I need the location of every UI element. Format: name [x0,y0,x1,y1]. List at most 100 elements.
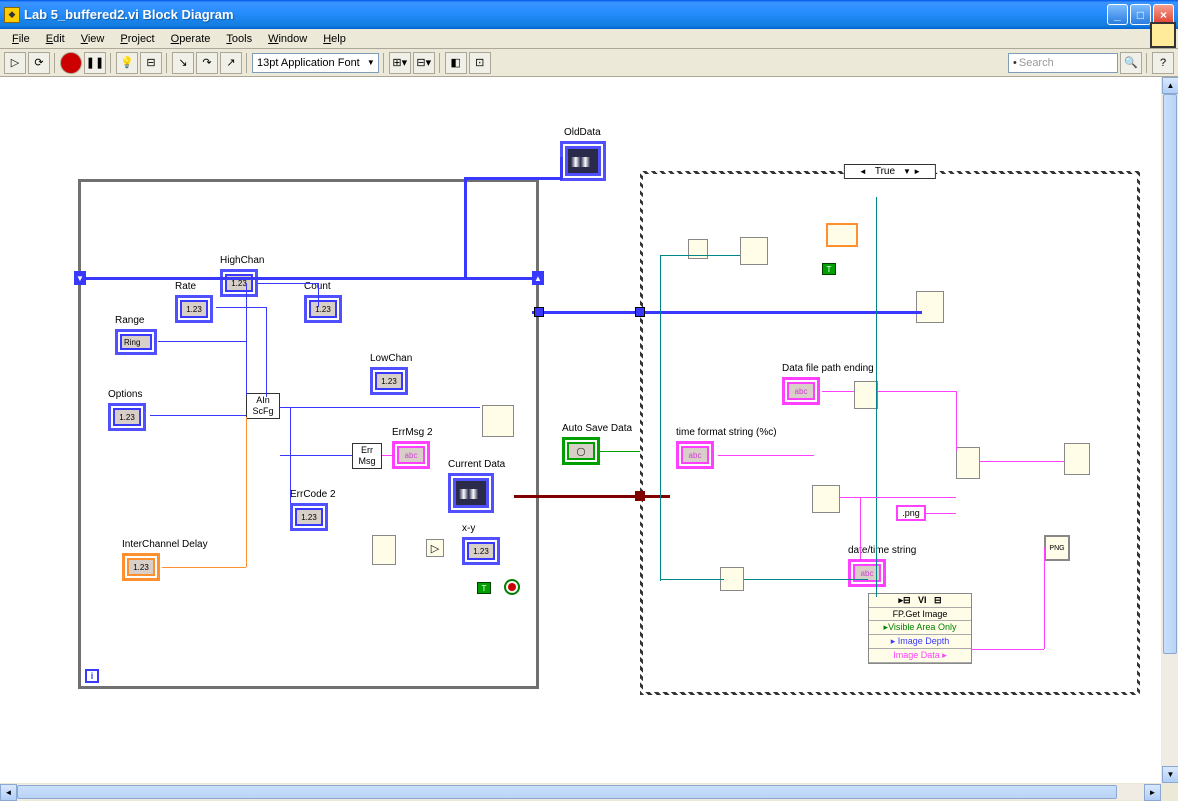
datafilepath-label: Data file path ending [782,363,874,374]
errmsg2-indicator[interactable]: abc [392,441,430,469]
menu-view[interactable]: View [73,31,113,47]
rate-label: Rate [175,281,196,292]
maximize-button[interactable]: □ [1130,4,1151,25]
scroll-right-button[interactable]: ► [1144,784,1161,801]
xy-indicator[interactable]: 1.23 [462,537,500,565]
datafilepath-control[interactable]: abc [782,377,820,405]
menu-operate[interactable]: Operate [163,31,219,47]
menu-file[interactable]: File [4,31,38,47]
concat-node-2[interactable] [956,447,980,479]
toolbar: ▷ ⟳ ❚❚ 💡 ⊟ ↘ ↷ ↗ 13pt Application Font ⊞… [0,49,1178,77]
window-title: Lab 5_buffered2.vi Block Diagram [24,7,1107,22]
resize-button[interactable]: ◧ [445,52,467,74]
iteration-terminal[interactable]: i [85,669,99,683]
invoke-visible-row: ▸Visible Area Only [869,621,971,635]
step-into-button[interactable]: ↘ [172,52,194,74]
fn-node-c[interactable] [916,291,944,323]
tunnel[interactable] [534,307,544,317]
path-node[interactable] [1064,443,1090,475]
concat-node-1[interactable] [854,381,878,409]
vscroll-thumb[interactable] [1163,94,1177,654]
timefmt-control[interactable]: abc [676,441,714,469]
horizontal-scrollbar[interactable]: ◄ ► [0,783,1161,800]
lowchan-label: LowChan [370,353,412,364]
png-ext-constant[interactable]: .png [896,505,926,521]
tunnel[interactable] [635,491,645,501]
minimize-button[interactable]: _ [1107,4,1128,25]
xy-label: x-y [462,523,475,534]
ain-scfg-node[interactable]: AInScFg [246,393,280,419]
search-button[interactable]: 🔍 [1120,52,1142,74]
datetime-label: date/time string [848,545,916,556]
search-input[interactable]: Search [1008,53,1118,73]
invoke-data-row: Image Data ▸ [869,649,971,663]
retain-wire-button[interactable]: ⊟ [140,52,162,74]
reorder-button[interactable]: ⊡ [469,52,491,74]
scroll-left-button[interactable]: ◄ [0,784,17,801]
fn-node-a[interactable] [740,237,768,265]
rate-control[interactable]: 1.23 [175,295,213,323]
interchannel-label: InterChannel Delay [122,539,208,550]
app-icon: ◆ [4,7,20,23]
png-write-node[interactable]: PNG [1044,535,1070,561]
hscroll-thumb[interactable] [17,785,1117,799]
true-constant-1[interactable]: T [477,582,491,594]
menu-tools[interactable]: Tools [218,31,260,47]
run-button[interactable]: ▷ [4,52,26,74]
menu-window[interactable]: Window [260,31,315,47]
help-button[interactable]: ? [1152,52,1174,74]
while-loop[interactable] [78,179,539,689]
errcode2-label: ErrCode 2 [290,489,336,500]
menu-project[interactable]: Project [112,31,162,47]
true-constant-2[interactable]: T [822,263,836,275]
distribute-button[interactable]: ⊟▾ [413,52,435,74]
options-control[interactable]: 1.23 [108,403,146,431]
errmsg-node[interactable]: ErrMsg [352,443,382,469]
shift-register-left[interactable]: ▼ [74,271,86,285]
build-array-node[interactable] [482,405,514,437]
subtract-node[interactable]: ▷ [426,539,444,557]
font-selector[interactable]: 13pt Application Font [252,53,379,73]
count-control[interactable]: 1.23 [304,295,342,323]
diagram-canvas[interactable]: ▼ ▲ i True OldData HighChan1.23 Rate1.23… [0,77,1161,783]
interchannel-control[interactable]: 1.23 [122,553,160,581]
fn-node-b[interactable] [826,223,858,247]
autosave-control[interactable]: ◯ [562,437,600,465]
invoke-vi-row: ▸⊟ VI ⊟ [869,594,971,608]
range-label: Range [115,315,144,326]
options-label: Options [108,389,142,400]
shift-register-right[interactable]: ▲ [532,271,544,285]
vi-icon[interactable] [1150,22,1176,48]
index-array-node[interactable] [372,535,396,565]
menubar: File Edit View Project Operate Tools Win… [0,29,1178,49]
invoke-method-row: FP.Get Image [869,608,971,621]
menu-help[interactable]: Help [315,31,354,47]
autosave-label: Auto Save Data [562,423,632,434]
vertical-scrollbar[interactable]: ▲ ▼ [1161,77,1178,783]
align-button[interactable]: ⊞▾ [389,52,411,74]
ref-node-1[interactable] [688,239,708,259]
stop-terminal[interactable] [504,579,520,595]
step-over-button[interactable]: ↷ [196,52,218,74]
pause-button[interactable]: ❚❚ [84,52,106,74]
invoke-node[interactable]: ▸⊟ VI ⊟ FP.Get Image ▸Visible Area Only … [868,593,972,664]
olddata-indicator[interactable] [560,141,606,181]
menu-edit[interactable]: Edit [38,31,73,47]
scroll-down-button[interactable]: ▼ [1162,766,1178,783]
scroll-up-button[interactable]: ▲ [1162,77,1178,94]
currentdata-indicator[interactable] [448,473,494,513]
timefmt-label: time format string (%c) [676,427,777,438]
errcode2-indicator[interactable]: 1.23 [290,503,328,531]
abort-button[interactable] [60,52,82,74]
highchan-control[interactable]: 1.23 [220,269,258,297]
tunnel[interactable] [635,307,645,317]
case-selector[interactable]: True [844,164,936,179]
lowchan-control[interactable]: 1.23 [370,367,408,395]
range-control[interactable]: Ring [115,329,157,355]
run-continuous-button[interactable]: ⟳ [28,52,50,74]
olddata-label: OldData [564,127,601,138]
datetime-fn-node[interactable] [812,485,840,513]
highlight-button[interactable]: 💡 [116,52,138,74]
step-out-button[interactable]: ↗ [220,52,242,74]
datetime-indicator[interactable]: abc [848,559,886,587]
